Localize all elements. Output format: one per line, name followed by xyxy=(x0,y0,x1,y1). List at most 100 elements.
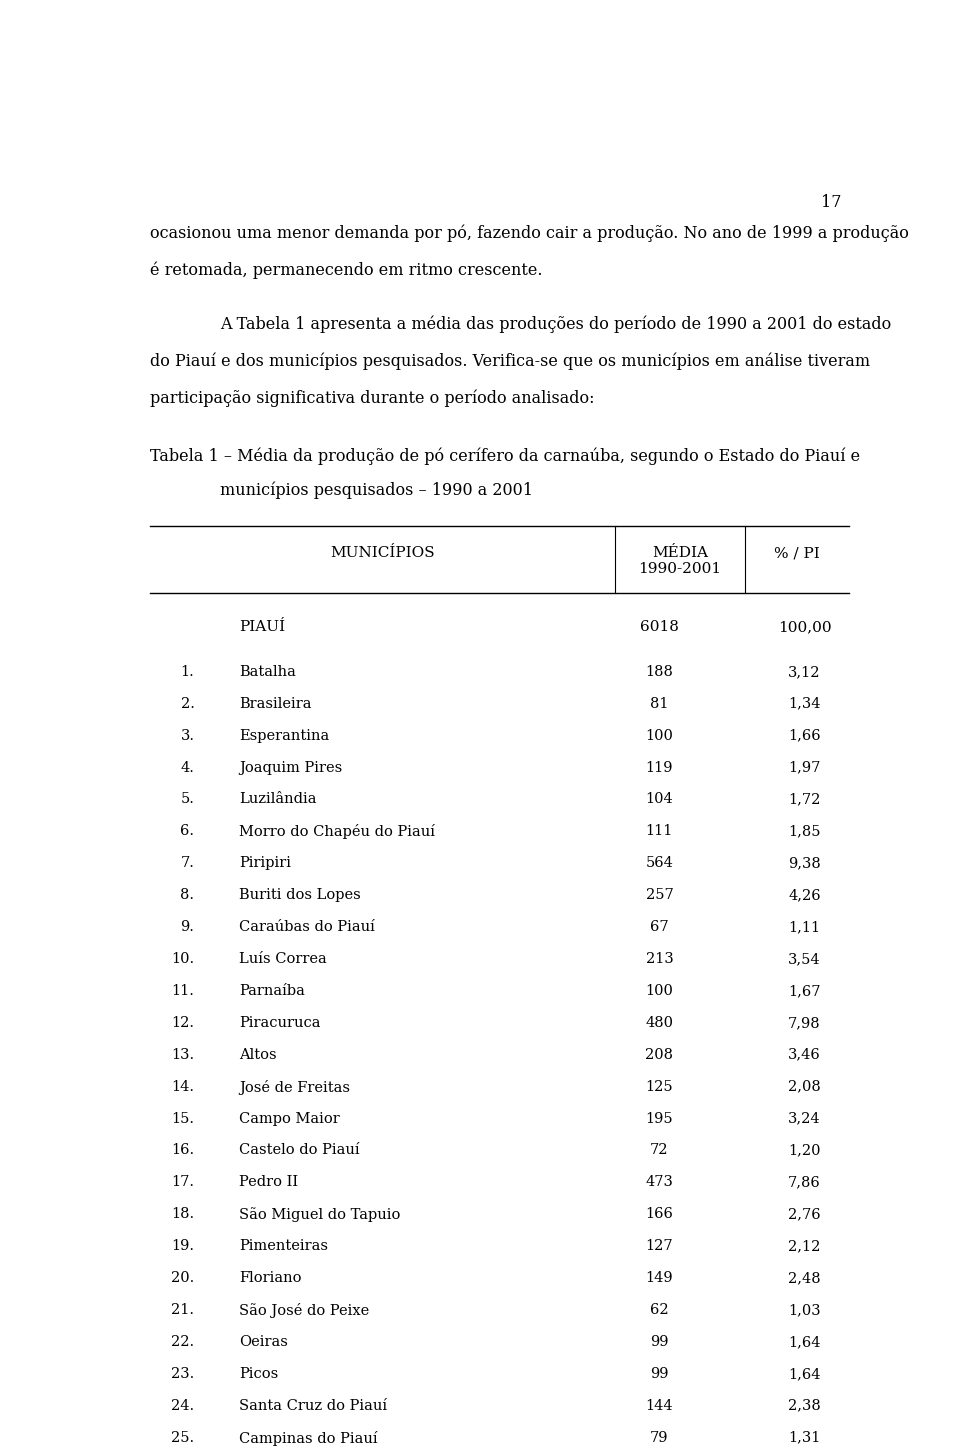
Text: 18.: 18. xyxy=(171,1207,194,1221)
Text: 21.: 21. xyxy=(172,1303,194,1317)
Text: 166: 166 xyxy=(645,1207,673,1221)
Text: Joaquim Pires: Joaquim Pires xyxy=(239,760,343,775)
Text: 7,98: 7,98 xyxy=(788,1016,821,1029)
Text: Pedro II: Pedro II xyxy=(239,1175,299,1189)
Text: 24.: 24. xyxy=(171,1399,194,1413)
Text: 111: 111 xyxy=(646,824,673,839)
Text: 4.: 4. xyxy=(180,760,194,775)
Text: São Miguel do Tapuio: São Miguel do Tapuio xyxy=(239,1207,400,1223)
Text: 7,86: 7,86 xyxy=(788,1175,821,1189)
Text: é retomada, permanecendo em ritmo crescente.: é retomada, permanecendo em ritmo cresce… xyxy=(150,262,542,279)
Text: MÉDIA
1990-2001: MÉDIA 1990-2001 xyxy=(638,547,721,576)
Text: 104: 104 xyxy=(645,792,673,807)
Text: 195: 195 xyxy=(645,1111,673,1125)
Text: participação significativa durante o período analisado:: participação significativa durante o per… xyxy=(150,390,594,407)
Text: Brasileira: Brasileira xyxy=(239,696,312,711)
Text: MUNICÍPIOS: MUNICÍPIOS xyxy=(330,547,435,560)
Text: 8.: 8. xyxy=(180,888,194,903)
Text: 6018: 6018 xyxy=(640,619,679,634)
Text: 3.: 3. xyxy=(180,728,194,743)
Text: 7.: 7. xyxy=(180,856,194,871)
Text: 1,11: 1,11 xyxy=(788,920,821,933)
Text: Buriti dos Lopes: Buriti dos Lopes xyxy=(239,888,361,903)
Text: do Piauí e dos municípios pesquisados. Verifica-se que os municípios em análise : do Piauí e dos municípios pesquisados. V… xyxy=(150,352,870,369)
Text: 25.: 25. xyxy=(171,1431,194,1445)
Text: 1,64: 1,64 xyxy=(788,1367,821,1381)
Text: 1,20: 1,20 xyxy=(788,1143,821,1157)
Text: 1,85: 1,85 xyxy=(788,824,821,839)
Text: 480: 480 xyxy=(645,1016,673,1029)
Text: Campo Maior: Campo Maior xyxy=(239,1111,340,1125)
Text: 22.: 22. xyxy=(171,1335,194,1349)
Text: municípios pesquisados – 1990 a 2001: municípios pesquisados – 1990 a 2001 xyxy=(221,481,534,499)
Text: 23.: 23. xyxy=(171,1367,194,1381)
Text: 2,08: 2,08 xyxy=(788,1080,821,1093)
Text: 5.: 5. xyxy=(180,792,194,807)
Text: Luzilândia: Luzilândia xyxy=(239,792,317,807)
Text: 1,31: 1,31 xyxy=(788,1431,821,1445)
Text: 1,72: 1,72 xyxy=(788,792,821,807)
Text: Caraúbas do Piauí: Caraúbas do Piauí xyxy=(239,920,375,933)
Text: 100,00: 100,00 xyxy=(778,619,831,634)
Text: Parnaíba: Parnaíba xyxy=(239,984,305,997)
Text: 564: 564 xyxy=(645,856,673,871)
Text: 12.: 12. xyxy=(172,1016,194,1029)
Text: 1,67: 1,67 xyxy=(788,984,821,997)
Text: 9,38: 9,38 xyxy=(788,856,821,871)
Text: 2,38: 2,38 xyxy=(788,1399,821,1413)
Text: 119: 119 xyxy=(646,760,673,775)
Text: Batalha: Batalha xyxy=(239,664,296,679)
Text: 4,26: 4,26 xyxy=(788,888,821,903)
Text: 99: 99 xyxy=(650,1367,669,1381)
Text: 257: 257 xyxy=(645,888,673,903)
Text: 2.: 2. xyxy=(180,696,194,711)
Text: Oeiras: Oeiras xyxy=(239,1335,288,1349)
Text: 1,97: 1,97 xyxy=(788,760,821,775)
Text: 9.: 9. xyxy=(180,920,194,933)
Text: 3,24: 3,24 xyxy=(788,1111,821,1125)
Text: 1,66: 1,66 xyxy=(788,728,821,743)
Text: 10.: 10. xyxy=(171,952,194,965)
Text: Campinas do Piauí: Campinas do Piauí xyxy=(239,1431,377,1445)
Text: 473: 473 xyxy=(645,1175,673,1189)
Text: Picos: Picos xyxy=(239,1367,278,1381)
Text: 67: 67 xyxy=(650,920,669,933)
Text: 144: 144 xyxy=(645,1399,673,1413)
Text: 20.: 20. xyxy=(171,1271,194,1285)
Text: 13.: 13. xyxy=(171,1048,194,1061)
Text: ocasionou uma menor demanda por pó, fazendo cair a produção. No ano de 1999 a pr: ocasionou uma menor demanda por pó, faze… xyxy=(150,225,908,243)
Text: 14.: 14. xyxy=(172,1080,194,1093)
Text: 3,54: 3,54 xyxy=(788,952,821,965)
Text: Floriano: Floriano xyxy=(239,1271,301,1285)
Text: José de Freitas: José de Freitas xyxy=(239,1080,350,1095)
Text: Piripiri: Piripiri xyxy=(239,856,291,871)
Text: 149: 149 xyxy=(645,1271,673,1285)
Text: 2,76: 2,76 xyxy=(788,1207,821,1221)
Text: 125: 125 xyxy=(645,1080,673,1093)
Text: 1,64: 1,64 xyxy=(788,1335,821,1349)
Text: 79: 79 xyxy=(650,1431,669,1445)
Text: 19.: 19. xyxy=(172,1239,194,1253)
Text: 213: 213 xyxy=(645,952,673,965)
Text: 1,34: 1,34 xyxy=(788,696,821,711)
Text: 1.: 1. xyxy=(180,664,194,679)
Text: 127: 127 xyxy=(645,1239,673,1253)
Text: 2,12: 2,12 xyxy=(788,1239,821,1253)
Text: 72: 72 xyxy=(650,1143,669,1157)
Text: Santa Cruz do Piauí: Santa Cruz do Piauí xyxy=(239,1399,387,1413)
Text: 81: 81 xyxy=(650,696,669,711)
Text: 16.: 16. xyxy=(171,1143,194,1157)
Text: Castelo do Piauí: Castelo do Piauí xyxy=(239,1143,360,1157)
Text: Pimenteiras: Pimenteiras xyxy=(239,1239,328,1253)
Text: 3,46: 3,46 xyxy=(788,1048,821,1061)
Text: 208: 208 xyxy=(645,1048,673,1061)
Text: 62: 62 xyxy=(650,1303,669,1317)
Text: Esperantina: Esperantina xyxy=(239,728,329,743)
Text: Morro do Chapéu do Piauí: Morro do Chapéu do Piauí xyxy=(239,824,435,839)
Text: 11.: 11. xyxy=(172,984,194,997)
Text: A Tabela 1 apresenta a média das produções do período de 1990 a 2001 do estado: A Tabela 1 apresenta a média das produçõ… xyxy=(221,316,892,333)
Text: 188: 188 xyxy=(645,664,673,679)
Text: Altos: Altos xyxy=(239,1048,276,1061)
Text: 15.: 15. xyxy=(172,1111,194,1125)
Text: 6.: 6. xyxy=(180,824,194,839)
